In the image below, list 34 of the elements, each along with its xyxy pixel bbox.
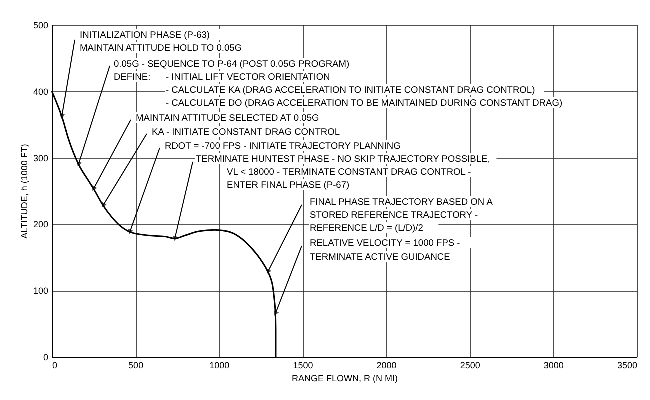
annotation: TERMINATE HUNTEST PHASE - NO SKIP TRAJECTORY POSSIBLE,	[196, 154, 490, 164]
annotation: - INITIAL LIFT VECTOR ORIENTATION	[166, 72, 330, 82]
annotation: - CALCULATE KA (DRAG ACCELERATION TO INITIATE CONSTANT DRAG CONTROL)	[166, 85, 536, 95]
x-tick-label: 2000	[376, 360, 397, 370]
annotation: - CALCULATE DO (DRAG ACCELERATION TO BE MAINTAINED DURING CONSTANT DRAG)	[166, 98, 563, 108]
annotation: ENTER FINAL PHASE (P-67)	[227, 180, 350, 190]
y-tick-label: 100	[33, 286, 48, 296]
x-tick-label: 1500	[293, 360, 314, 370]
y-tick-label: 0	[43, 352, 48, 362]
annotation: VL < 18000 - TERMINATE CONSTANT DRAG CONTROL -	[227, 167, 472, 177]
annotation: REFERENCE L/D = (L/D)/2	[310, 223, 424, 233]
x-axis-title: RANGE FLOWN, R (N MI)	[292, 374, 398, 384]
annotation: MAINTAIN ATTITUDE SELECTED AT 0.05G	[136, 113, 320, 123]
annotation: KA - INITIATE CONSTANT DRAG CONTROL	[152, 127, 340, 137]
annotation: RELATIVE VELOCITY = 1000 FPS -	[310, 238, 460, 248]
annotation: 0.05G - SEQUENCE TO P-64 (POST 0.05G PROGRAM)	[114, 59, 350, 69]
x-tick-label: 3000	[544, 360, 564, 370]
annotation: TERMINATE ACTIVE GUIDANCE	[310, 252, 450, 262]
x-tick-label: 2500	[460, 360, 480, 370]
annotation: STORED REFERENCE TRAJECTORY -	[310, 210, 478, 220]
x-tick-label: 1000	[210, 360, 230, 370]
annotation: FINAL PHASE TRAJECTORY BASED ON A	[310, 197, 494, 207]
annotation: INITIALIZATION PHASE (P-63)	[80, 30, 210, 40]
annotation: RDOT = -700 FPS - INITIATE TRAJECTORY PLANNING	[165, 141, 401, 151]
y-axis-title: ALTITUDE, h (1000 FT)	[19, 144, 30, 239]
y-tick-label: 200	[33, 220, 48, 230]
x-tick-label: 3500	[617, 360, 638, 370]
y-tick-label: 400	[33, 86, 48, 97]
annotation: DEFINE:	[114, 72, 151, 82]
y-tick-label: 500	[33, 20, 48, 30]
x-tick-label: 500	[128, 360, 144, 370]
annotation: MAINTAIN ATTITUDE HOLD TO 0.05G	[80, 43, 242, 53]
y-tick-label: 300	[33, 153, 48, 164]
x-tick-label: 0	[52, 360, 58, 370]
